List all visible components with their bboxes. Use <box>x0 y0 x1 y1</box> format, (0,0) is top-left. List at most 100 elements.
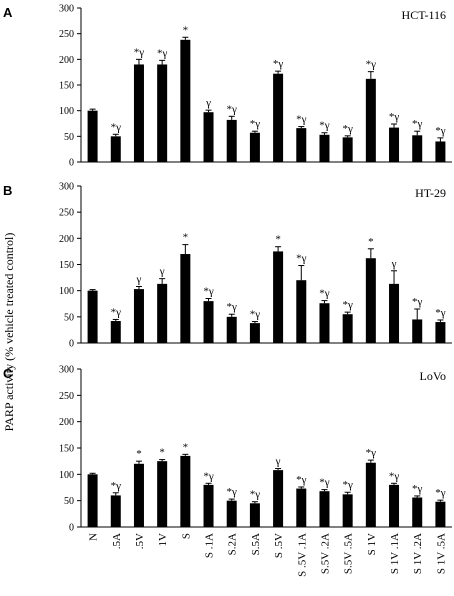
panel-title: HCT-116 <box>402 8 446 22</box>
bar <box>157 283 168 343</box>
x-tick-label: N <box>88 533 100 541</box>
y-tick-label: 100 <box>59 106 74 117</box>
bar <box>133 463 144 527</box>
bar <box>110 136 121 162</box>
bar <box>319 134 330 162</box>
significance-label: *γ <box>412 483 423 495</box>
x-tick-label: S.2A <box>227 533 239 555</box>
significance-label: *γ <box>227 486 238 498</box>
bar <box>87 474 98 527</box>
bar <box>226 316 237 343</box>
bar <box>319 491 330 527</box>
bar <box>365 78 376 162</box>
bar <box>133 64 144 162</box>
y-tick-label: 200 <box>59 417 74 428</box>
y-tick-label: 250 <box>59 391 74 402</box>
bar <box>249 132 260 162</box>
y-tick-label: 200 <box>59 234 74 245</box>
x-tick-label: .5V <box>134 533 146 549</box>
significance-label: *γ <box>273 58 284 70</box>
y-tick-label: 150 <box>59 260 74 271</box>
y-tick-label: 200 <box>59 55 74 66</box>
significance-label: *γ <box>203 286 214 298</box>
significance-label: *γ <box>203 470 214 482</box>
bar <box>203 112 214 162</box>
x-tick-label: .5A <box>111 533 123 549</box>
bar <box>412 319 423 343</box>
bar <box>342 314 353 343</box>
x-tick-label: S.5A <box>250 533 262 555</box>
significance-label: *γ <box>342 123 353 135</box>
significance-label: *γ <box>227 103 238 115</box>
bar <box>296 488 307 527</box>
bar <box>435 322 446 343</box>
bar <box>157 461 168 527</box>
x-tick-label: 1V <box>157 533 169 547</box>
bar <box>226 119 237 162</box>
bar <box>203 484 214 527</box>
significance-label: *γ <box>157 47 168 59</box>
significance-label: * <box>136 448 142 460</box>
significance-label: *γ <box>250 118 261 130</box>
bar <box>249 323 260 343</box>
significance-label: *γ <box>296 474 307 486</box>
y-tick-label: 100 <box>59 470 74 481</box>
significance-label: *γ <box>296 114 307 126</box>
bar <box>180 455 191 527</box>
bar <box>273 470 284 527</box>
y-tick-label: 50 <box>64 132 74 143</box>
significance-label: *γ <box>319 120 330 132</box>
significance-label: * <box>183 441 189 453</box>
bar <box>273 73 284 162</box>
bar <box>435 501 446 527</box>
significance-label: γ <box>159 266 165 278</box>
bar <box>412 497 423 527</box>
y-axis-label: PARP activity (% vehicle treated control… <box>2 233 16 432</box>
significance-label: * <box>368 236 374 248</box>
significance-label: γ <box>136 273 142 285</box>
panel-letter: B <box>3 183 12 198</box>
significance-label: *γ <box>366 447 377 459</box>
significance-label: γ <box>205 97 211 109</box>
significance-label: *γ <box>134 46 145 58</box>
bar <box>226 500 237 527</box>
significance-label: *γ <box>412 296 423 308</box>
bar <box>273 251 284 343</box>
significance-label: * <box>183 232 189 244</box>
y-tick-label: 50 <box>64 496 74 507</box>
y-tick-label: 250 <box>59 29 74 40</box>
bar <box>389 127 400 162</box>
bar <box>389 484 400 527</box>
significance-label: γ <box>275 456 281 468</box>
y-tick-label: 250 <box>59 208 74 219</box>
significance-label: * <box>275 234 281 246</box>
y-tick-label: 300 <box>59 182 74 193</box>
x-tick-label: S 1V .5A <box>435 533 447 574</box>
significance-label: *γ <box>435 487 446 499</box>
significance-label: *γ <box>250 489 261 501</box>
bar <box>389 283 400 343</box>
x-tick-label: S 1V .1A <box>389 533 401 574</box>
bar <box>296 128 307 162</box>
bar <box>203 301 214 343</box>
significance-label: *γ <box>342 299 353 311</box>
bar <box>365 462 376 527</box>
bar <box>87 110 98 162</box>
significance-label: *γ <box>342 479 353 491</box>
panel-B: B HT-29050100150200250300*γγγ**γ*γ*γ**γ*γ… <box>3 182 452 350</box>
bar <box>365 258 376 343</box>
bar <box>180 39 191 162</box>
significance-label: *γ <box>412 118 423 130</box>
bar <box>110 495 121 527</box>
bar <box>180 254 191 343</box>
significance-label: *γ <box>296 253 307 265</box>
x-tick-label: S .1A <box>204 533 216 558</box>
bar <box>342 137 353 162</box>
panel-letter: C <box>3 366 13 381</box>
x-tick-label: S .5V .1A <box>296 533 308 577</box>
y-tick-label: 150 <box>59 81 74 92</box>
significance-label: *γ <box>389 470 400 482</box>
bar <box>249 503 260 527</box>
y-tick-label: 0 <box>69 158 74 169</box>
